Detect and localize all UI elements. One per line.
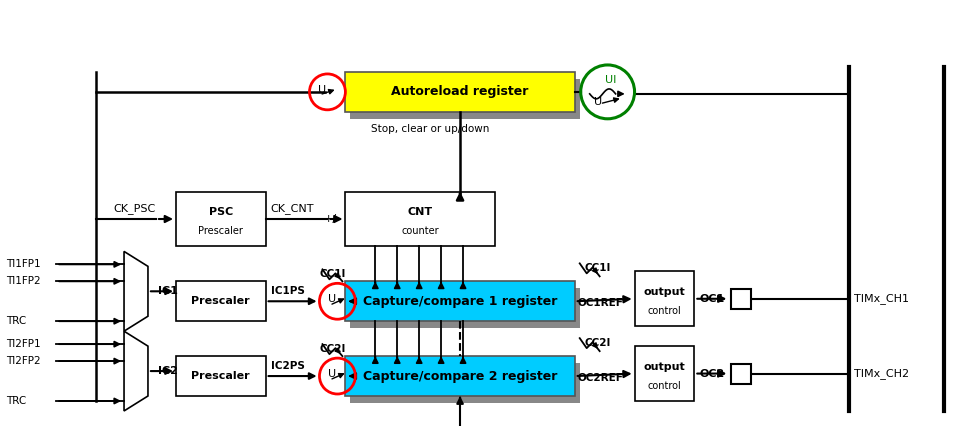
Bar	[176, 191, 266, 246]
Text: U: U	[328, 369, 336, 379]
Bar	[731, 364, 751, 384]
Text: TRC: TRC	[7, 316, 27, 326]
Text: TIMx_CH1: TIMx_CH1	[854, 293, 909, 304]
Bar	[176, 356, 266, 396]
Text: CC1I: CC1I	[585, 263, 612, 273]
Text: Autoreload register: Autoreload register	[391, 85, 529, 98]
Text: +/-: +/-	[325, 214, 342, 224]
Text: output: output	[643, 362, 686, 372]
Bar	[351, 79, 580, 119]
Text: TIMx_CH2: TIMx_CH2	[854, 368, 909, 379]
Text: IC2: IC2	[158, 366, 178, 376]
Text: Stop, clear or up/down: Stop, clear or up/down	[371, 124, 489, 134]
Bar	[731, 289, 751, 309]
Text: CC1I: CC1I	[320, 269, 346, 280]
Bar	[346, 191, 495, 246]
Polygon shape	[124, 331, 148, 411]
Text: PSC: PSC	[209, 207, 233, 218]
Text: TRC: TRC	[7, 396, 27, 406]
Text: TI2FP1: TI2FP1	[7, 339, 41, 349]
Bar	[635, 272, 694, 326]
Text: TI1FP1: TI1FP1	[7, 259, 41, 269]
Text: U: U	[319, 85, 326, 95]
Text: U: U	[328, 294, 336, 304]
Text: TI2FP2: TI2FP2	[7, 356, 41, 366]
Bar	[176, 281, 266, 321]
Bar	[346, 281, 575, 321]
Polygon shape	[124, 252, 148, 331]
Text: Capture/compare 1 register: Capture/compare 1 register	[363, 295, 558, 308]
Text: IC2PS: IC2PS	[271, 361, 304, 371]
Text: Prescaler: Prescaler	[192, 371, 250, 381]
Text: IC1: IC1	[158, 286, 178, 296]
Text: CNT: CNT	[407, 207, 432, 218]
Text: output: output	[643, 287, 686, 297]
Bar	[351, 363, 580, 403]
Text: Prescaler: Prescaler	[198, 226, 244, 236]
Text: control: control	[647, 306, 682, 316]
Text: counter: counter	[402, 226, 439, 236]
Text: Capture/compare 2 register: Capture/compare 2 register	[363, 369, 558, 383]
Text: OC2: OC2	[699, 369, 724, 379]
Bar	[351, 288, 580, 328]
Text: CC2I: CC2I	[320, 344, 346, 354]
Text: IC1PS: IC1PS	[271, 286, 304, 296]
Text: U: U	[593, 97, 602, 107]
Text: OC1: OC1	[699, 294, 724, 304]
Bar	[635, 346, 694, 401]
Text: OC1REF: OC1REF	[578, 298, 624, 308]
Text: TI1FP2: TI1FP2	[7, 276, 41, 286]
Text: UI: UI	[605, 75, 616, 85]
Text: control: control	[647, 381, 682, 391]
Text: Prescaler: Prescaler	[192, 296, 250, 306]
Bar	[346, 356, 575, 396]
Text: CC2I: CC2I	[585, 338, 612, 348]
Text: CK_CNT: CK_CNT	[271, 203, 314, 214]
Text: OC2REF: OC2REF	[578, 373, 624, 383]
Bar	[346, 72, 575, 112]
Text: CK_PSC: CK_PSC	[114, 203, 156, 214]
